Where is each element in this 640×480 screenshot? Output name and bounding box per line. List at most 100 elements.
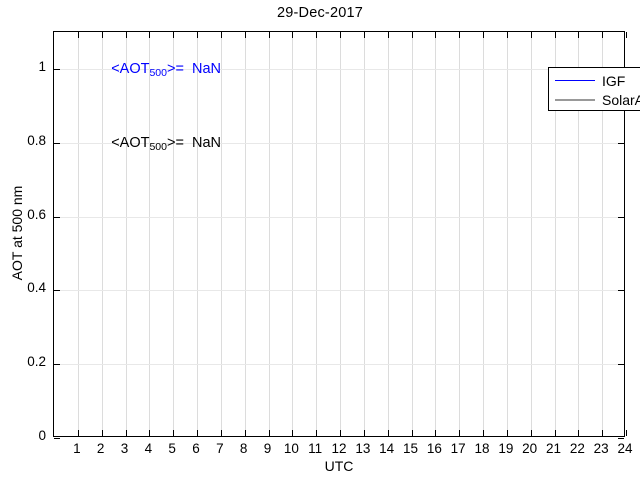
- x-tick-mark: [602, 32, 604, 38]
- gridline-vertical: [578, 32, 580, 436]
- x-tick-mark: [220, 430, 222, 436]
- x-axis-label: UTC: [324, 458, 354, 474]
- x-tick-mark: [554, 32, 556, 38]
- annotation-igf-subscript: 500: [149, 66, 167, 79]
- x-tick-label: 1: [73, 441, 81, 456]
- annotation-solaraot-prefix: <AOT: [111, 134, 150, 151]
- gridline-vertical: [411, 32, 413, 436]
- x-tick-label: 3: [120, 441, 129, 456]
- x-tick-mark: [244, 430, 246, 436]
- gridline-vertical: [197, 32, 198, 436]
- gridline-vertical: [459, 32, 461, 436]
- x-tick-mark: [197, 32, 198, 38]
- x-tick-mark: [387, 32, 389, 38]
- x-tick-mark: [363, 430, 365, 436]
- x-tick-mark: [435, 430, 437, 436]
- y-tick-label: 0: [38, 428, 46, 443]
- gridline-vertical: [387, 32, 389, 436]
- x-tick-mark: [363, 32, 365, 38]
- x-tick-mark: [506, 32, 508, 38]
- y-tick-mark: [618, 142, 624, 144]
- gridline-vertical: [292, 32, 294, 436]
- x-tick-mark: [554, 430, 556, 436]
- x-tick-mark: [506, 430, 508, 436]
- x-tick-mark: [626, 32, 627, 38]
- y-tick-mark: [54, 216, 60, 218]
- x-tick-mark: [173, 430, 175, 436]
- x-tick-label: 8: [239, 441, 248, 456]
- annotation-igf-suffix: >=: [167, 60, 184, 77]
- y-tick-mark: [54, 438, 60, 439]
- x-tick-label: 22: [569, 441, 585, 456]
- y-tick-mark: [618, 438, 624, 439]
- gridline-horizontal: [54, 142, 624, 144]
- x-tick-mark: [483, 32, 484, 38]
- x-tick-mark: [220, 32, 222, 38]
- gridline-vertical: [506, 32, 508, 436]
- x-tick-label: 15: [402, 441, 419, 456]
- y-tick-mark: [54, 290, 60, 292]
- y-tick-mark: [54, 364, 60, 366]
- x-tick-label: 16: [426, 441, 442, 456]
- x-tick-mark: [340, 430, 341, 436]
- chart-legend[interactable]: IGF SolarAOT: [548, 67, 640, 111]
- x-tick-mark: [387, 430, 389, 436]
- x-tick-mark: [316, 32, 318, 38]
- x-tick-label: 2: [96, 441, 105, 456]
- gridline-horizontal: [54, 216, 624, 218]
- x-tick-label: 18: [474, 441, 490, 456]
- x-tick-label: 12: [331, 441, 347, 456]
- x-tick-mark: [268, 32, 270, 38]
- x-tick-mark: [578, 430, 580, 436]
- x-tick-mark: [530, 32, 532, 38]
- x-tick-mark: [626, 430, 627, 436]
- legend-item-igf[interactable]: IGF: [549, 71, 640, 90]
- x-tick-mark: [435, 32, 437, 38]
- gridline-vertical: [101, 32, 103, 436]
- x-tick-label: 23: [593, 441, 609, 456]
- plot-area: <AOT500>= NaN <AOT500>= NaN IGF SolarAOT: [53, 31, 640, 439]
- page-title: 29-Dec-2017: [276, 5, 364, 21]
- x-tick-mark: [125, 32, 127, 38]
- x-tick-mark: [578, 32, 580, 38]
- x-tick-mark: [316, 430, 318, 436]
- annotation-igf-prefix: <AOT: [111, 60, 150, 77]
- x-tick-mark: [197, 430, 198, 436]
- y-tick-label: 1: [38, 58, 46, 74]
- annotation-igf-mean: <AOT500>= NaN: [111, 62, 221, 78]
- gridline-horizontal: [54, 290, 624, 292]
- legend-label-solaraot: SolarAOT: [602, 91, 640, 108]
- y-axis-label: AOT at 500 nm: [9, 185, 25, 281]
- y-tick-mark: [618, 364, 624, 366]
- gridline-vertical: [483, 32, 484, 436]
- gridline-vertical: [244, 32, 246, 436]
- x-tick-mark: [483, 430, 484, 436]
- x-tick-label: 20: [522, 441, 538, 456]
- gridline-vertical: [340, 32, 341, 436]
- y-tick-mark: [618, 290, 624, 292]
- x-tick-mark: [292, 32, 294, 38]
- x-tick-label: 19: [498, 441, 514, 456]
- gridline-vertical: [602, 32, 604, 436]
- gridline-vertical: [125, 32, 127, 436]
- annotation-solaraot-value: NaN: [192, 134, 222, 151]
- x-tick-label: 4: [144, 441, 153, 456]
- gridline-vertical: [220, 32, 222, 436]
- x-tick-mark: [268, 430, 270, 436]
- x-tick-mark: [411, 430, 413, 436]
- gridline-vertical: [363, 32, 365, 436]
- annotation-igf-value: NaN: [192, 60, 222, 77]
- x-tick-mark: [292, 430, 294, 436]
- annotation-solaraot-mean: <AOT500>= NaN: [111, 134, 222, 153]
- gridline-vertical: [149, 32, 151, 436]
- legend-item-solaraot[interactable]: SolarAOT: [549, 90, 640, 109]
- x-tick-mark: [602, 430, 604, 436]
- x-tick-mark: [149, 430, 151, 436]
- annotation-solaraot-subscript: 500: [149, 140, 167, 153]
- x-tick-label: 21: [545, 441, 562, 456]
- x-tick-label: 17: [450, 441, 466, 456]
- x-tick-mark: [530, 430, 532, 436]
- gridline-vertical: [554, 32, 556, 436]
- annotation-solaraot-suffix: >=: [167, 134, 184, 151]
- gridline-vertical: [435, 32, 437, 436]
